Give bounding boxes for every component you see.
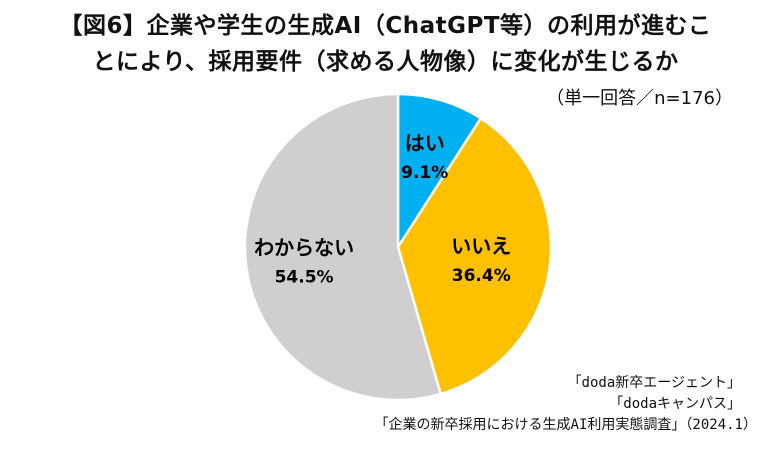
label-iie: いいえ 36.4%	[451, 234, 511, 286]
chart-title-line1: 【図6】企業や学生の生成AI（ChatGPT等）の利用が進むこ	[59, 13, 712, 39]
slice-iie	[396, 116, 553, 396]
slice-name-label: はい	[405, 131, 445, 155]
source-line-3: 「企業の新卒採用における生成AI利用実態調査」（2024.1）	[374, 417, 757, 433]
label-hai: はい 9.1%	[401, 131, 448, 183]
slice-name-label: いいえ	[451, 234, 511, 258]
chart-title-line2: とにより、採用要件（求める人物像）に変化が生じるか	[92, 49, 679, 75]
pie-labels: はい 9.1% いいえ 36.4% わからない 54.5%	[254, 131, 511, 287]
response-note: （単一回答／n=176）	[546, 88, 733, 109]
label-wakaranai: わからない 54.5%	[254, 235, 354, 287]
source-line-1: 「doda新卒エージェント」	[567, 375, 741, 391]
slice-name-label: わからない	[254, 235, 354, 259]
source-line-2: 「dodaキャンパス」	[609, 396, 741, 412]
pie-slices	[243, 92, 553, 402]
slice-value-label: 54.5%	[275, 267, 334, 287]
slice-value-label: 9.1%	[401, 163, 448, 183]
slice-hai	[396, 92, 483, 252]
slice-wakaranai	[243, 92, 443, 402]
slice-value-label: 36.4%	[452, 266, 511, 286]
